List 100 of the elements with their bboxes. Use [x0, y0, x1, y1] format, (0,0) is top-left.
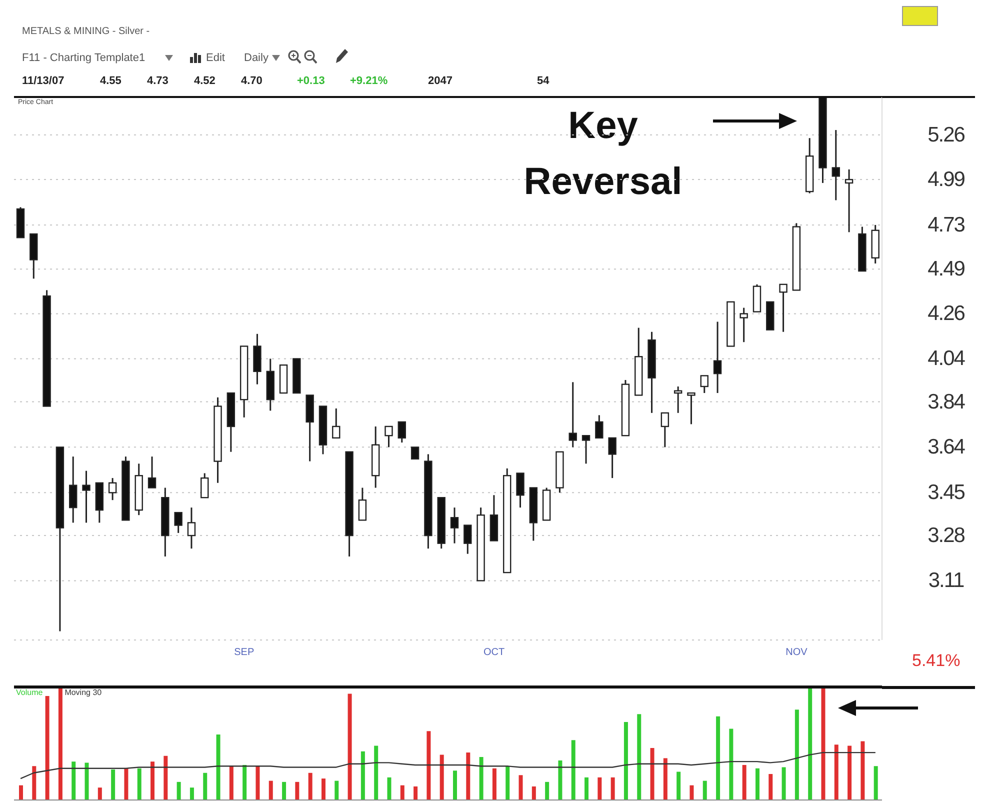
bar — [19, 785, 23, 800]
text: Moving 30 — [64, 688, 102, 697]
bar — [663, 758, 668, 800]
bar — [98, 788, 102, 800]
bar — [676, 772, 681, 800]
text: +9.21% — [350, 75, 388, 88]
bar — [453, 770, 457, 800]
bar — [374, 746, 378, 800]
bar — [702, 780, 707, 800]
bar — [466, 752, 470, 800]
y-tick-label: 3.28 — [928, 524, 965, 548]
candlestick — [187, 506, 196, 550]
bar — [203, 772, 208, 800]
y-tick-label: 3.64 — [928, 436, 966, 459]
candlestick — [700, 374, 708, 394]
text: 4.73 — [147, 75, 168, 88]
bar — [150, 762, 155, 800]
bar — [571, 740, 576, 800]
y-tick-label: 4.26 — [928, 302, 965, 326]
candlestick — [200, 472, 209, 498]
bar — [242, 764, 247, 800]
candlestick — [660, 412, 670, 448]
bar — [176, 782, 181, 800]
bar — [72, 762, 76, 800]
candlestick — [384, 426, 393, 448]
bar — [32, 766, 36, 800]
candlestick — [82, 470, 90, 524]
candlestick — [108, 477, 117, 501]
bar — [637, 714, 642, 800]
candlestick — [516, 472, 524, 508]
bar — [45, 696, 50, 800]
chart-subtitle: METALS & MINING - Silver - — [22, 26, 150, 37]
bar — [755, 768, 760, 800]
bar — [492, 768, 496, 800]
bar — [216, 734, 220, 800]
candlestick — [69, 456, 78, 524]
bar — [334, 780, 339, 800]
candlestick — [779, 284, 788, 333]
bar — [124, 768, 128, 800]
bar — [768, 774, 773, 800]
x-tick-label: OCT — [483, 647, 505, 658]
candlestick — [582, 434, 590, 464]
y-tick-label: 3.45 — [928, 481, 965, 504]
x-tick-label: NOV — [786, 647, 808, 658]
text: 54 — [537, 75, 550, 88]
x-tick-label: SEP — [234, 647, 254, 658]
y-tick-label: 3.11 — [928, 569, 964, 592]
bar — [860, 741, 865, 800]
candlestick — [358, 487, 367, 521]
candlestick — [148, 456, 156, 489]
text: 4.70 — [241, 75, 262, 88]
y-tick-label: 4.73 — [928, 213, 965, 236]
candlestick — [608, 437, 616, 479]
bar — [782, 767, 786, 800]
text: Daily — [244, 52, 268, 65]
bar — [268, 780, 273, 800]
text: Edit — [206, 52, 225, 65]
bar — [308, 772, 312, 800]
bar — [190, 788, 194, 800]
bar — [729, 728, 734, 800]
bar — [794, 710, 799, 800]
bar — [137, 768, 142, 800]
candlestick — [332, 408, 340, 439]
bar — [479, 757, 484, 800]
bar — [716, 716, 720, 800]
bar — [650, 748, 654, 800]
candlestick — [674, 386, 682, 414]
candlestick — [832, 129, 840, 201]
bar — [808, 688, 812, 800]
bar — [545, 782, 550, 800]
candlestick — [595, 414, 604, 439]
bar — [282, 782, 286, 800]
bar — [848, 746, 852, 800]
y-tick-label: 5.26 — [928, 123, 965, 146]
bar — [229, 766, 234, 800]
bar — [610, 777, 615, 800]
y-tick-label: 4.49 — [928, 258, 965, 281]
candlestick — [174, 512, 182, 534]
bar — [360, 751, 365, 800]
bar — [821, 687, 826, 800]
y-tick-label: 4.04 — [928, 347, 966, 370]
text: F11 - Charting Template1 — [22, 52, 146, 65]
bar — [532, 786, 536, 800]
text: 4.55 — [100, 75, 122, 88]
candlestick — [687, 392, 696, 425]
text: +0.13 — [297, 75, 325, 88]
candlestick — [410, 446, 420, 460]
bar — [506, 766, 510, 800]
text: 2047 — [428, 75, 452, 88]
bar — [584, 777, 589, 800]
bar — [742, 764, 746, 800]
bar — [834, 744, 838, 800]
bar — [84, 762, 89, 800]
bar — [518, 775, 523, 800]
bar — [426, 731, 431, 800]
y-tick-label: 4.99 — [928, 168, 965, 192]
series-label: Volume — [16, 688, 43, 697]
bar — [874, 766, 878, 800]
bar — [164, 756, 168, 800]
text: 5.41% — [912, 651, 960, 670]
